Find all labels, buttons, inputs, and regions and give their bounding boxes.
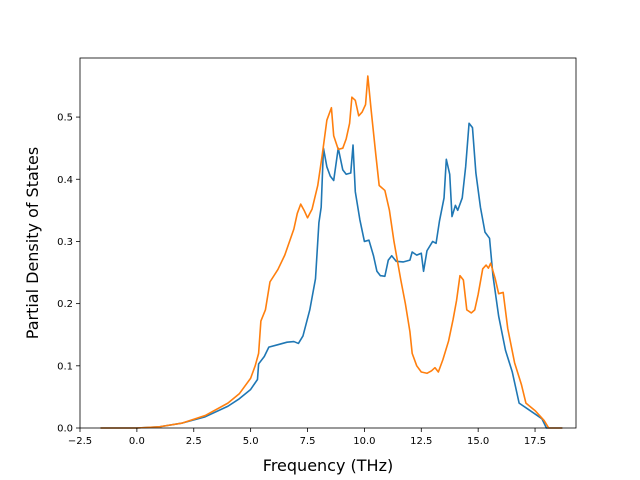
x-tick-label: 17.5 — [524, 436, 546, 447]
y-tick-label: 0.0 — [57, 424, 73, 435]
y-tick-label: 0.3 — [57, 237, 73, 248]
y-axis-ticks: 0.0 0.1 0.2 0.3 0.4 0.5 — [57, 113, 80, 435]
x-axis-label: Frequency (THz) — [263, 456, 393, 475]
y-tick-label: 0.1 — [57, 361, 73, 372]
y-tick-label: 0.5 — [57, 113, 73, 124]
y-tick-label: 0.2 — [57, 299, 73, 310]
x-axis-ticks: −2.5 0.0 2.5 5.0 7.5 10.0 12.5 15.0 17.5 — [68, 428, 546, 447]
x-tick-label: 5.0 — [243, 436, 259, 447]
x-tick-label: 0.0 — [129, 436, 145, 447]
x-tick-label: 12.5 — [410, 436, 432, 447]
plot-frame — [79, 57, 577, 429]
x-tick-label: 7.5 — [300, 436, 316, 447]
x-tick-label: 2.5 — [186, 436, 202, 447]
y-axis-label: Partial Density of States — [23, 147, 42, 339]
series-line-2 — [100, 75, 563, 429]
series-layer — [100, 75, 563, 429]
x-tick-label: −2.5 — [68, 436, 92, 447]
series-line-1 — [100, 122, 563, 429]
x-tick-label: 10.0 — [353, 436, 375, 447]
y-tick-label: 0.4 — [57, 175, 73, 186]
x-tick-label: 15.0 — [467, 436, 489, 447]
